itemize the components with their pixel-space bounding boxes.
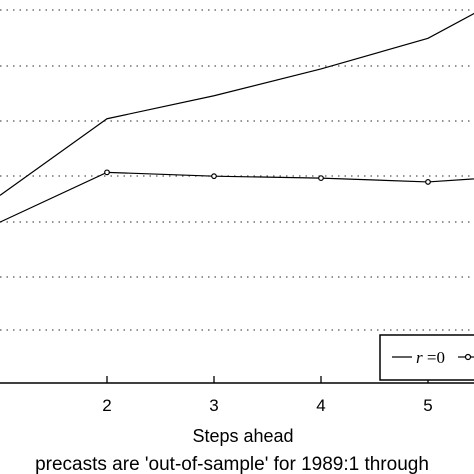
series-1-point-3 xyxy=(318,175,324,181)
series-line-0 xyxy=(0,12,474,196)
legend-label-r0: r =0 xyxy=(416,348,445,367)
legend-marker-second xyxy=(464,353,472,361)
series-1-point-1 xyxy=(104,169,110,176)
legend-label-r0-rest: =0 xyxy=(423,348,445,367)
series-layer xyxy=(0,12,474,223)
legend: r =0 xyxy=(379,334,474,381)
x-tick-label-2: 2 xyxy=(102,396,111,415)
series-1-point-4 xyxy=(425,179,431,185)
x-axis-title: Steps ahead xyxy=(192,426,293,446)
x-tick-label-5: 5 xyxy=(423,396,432,415)
grid-lines xyxy=(0,9,474,331)
legend-label-r0-var: r xyxy=(416,348,423,367)
x-tick-label-3: 3 xyxy=(209,396,218,415)
series-line-1 xyxy=(0,171,474,223)
caption-text: precasts are 'out-of-sample' for 1989:1 … xyxy=(35,454,429,474)
series-1-point-2 xyxy=(211,173,217,180)
x-tick-label-4: 4 xyxy=(316,396,325,415)
x-ticks: 2 3 4 5 xyxy=(102,376,433,415)
